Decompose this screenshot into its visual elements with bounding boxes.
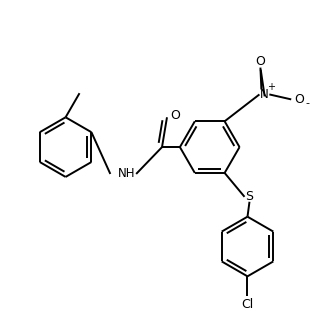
Text: S: S: [245, 190, 254, 203]
Text: O: O: [256, 55, 265, 68]
Text: O: O: [294, 93, 304, 106]
Text: -: -: [305, 98, 309, 108]
Text: O: O: [170, 109, 180, 122]
Text: +: +: [267, 82, 275, 92]
Text: NH: NH: [118, 168, 136, 180]
Text: Cl: Cl: [241, 298, 254, 311]
Text: N: N: [260, 88, 269, 101]
